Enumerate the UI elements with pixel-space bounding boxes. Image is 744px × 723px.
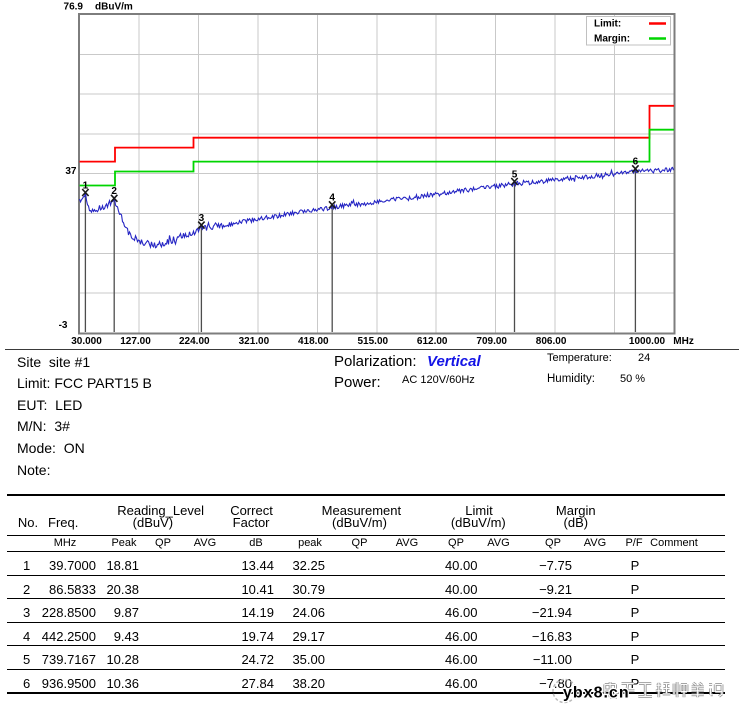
svg-text:515.00: 515.00 xyxy=(358,336,389,347)
svg-text:806.00: 806.00 xyxy=(536,336,567,347)
svg-text:1000.00: 1000.00 xyxy=(629,336,666,347)
svg-text:6: 6 xyxy=(633,157,639,168)
svg-text:MHz: MHz xyxy=(673,336,694,347)
svg-text:3: 3 xyxy=(199,213,205,224)
svg-text:76.9: 76.9 xyxy=(64,2,84,13)
svg-text:224.00: 224.00 xyxy=(179,336,210,347)
svg-text:5: 5 xyxy=(512,169,518,180)
svg-text:321.00: 321.00 xyxy=(239,336,270,347)
svg-text:ybx8.cn: ybx8.cn xyxy=(563,685,630,702)
svg-text:dBuV/m: dBuV/m xyxy=(95,2,133,13)
svg-text:Limit:: Limit: xyxy=(594,19,621,30)
svg-text:-3: -3 xyxy=(59,320,68,331)
svg-text:1: 1 xyxy=(83,180,89,191)
svg-text:Margin:: Margin: xyxy=(594,34,630,45)
svg-text:37: 37 xyxy=(65,166,77,177)
svg-text:612.00: 612.00 xyxy=(417,336,448,347)
svg-text:709.00: 709.00 xyxy=(476,336,507,347)
svg-text:127.00: 127.00 xyxy=(120,336,151,347)
svg-text:4: 4 xyxy=(329,193,335,204)
svg-text:2: 2 xyxy=(111,186,117,197)
svg-text:30.000: 30.000 xyxy=(71,336,102,347)
svg-text:418.00: 418.00 xyxy=(298,336,329,347)
